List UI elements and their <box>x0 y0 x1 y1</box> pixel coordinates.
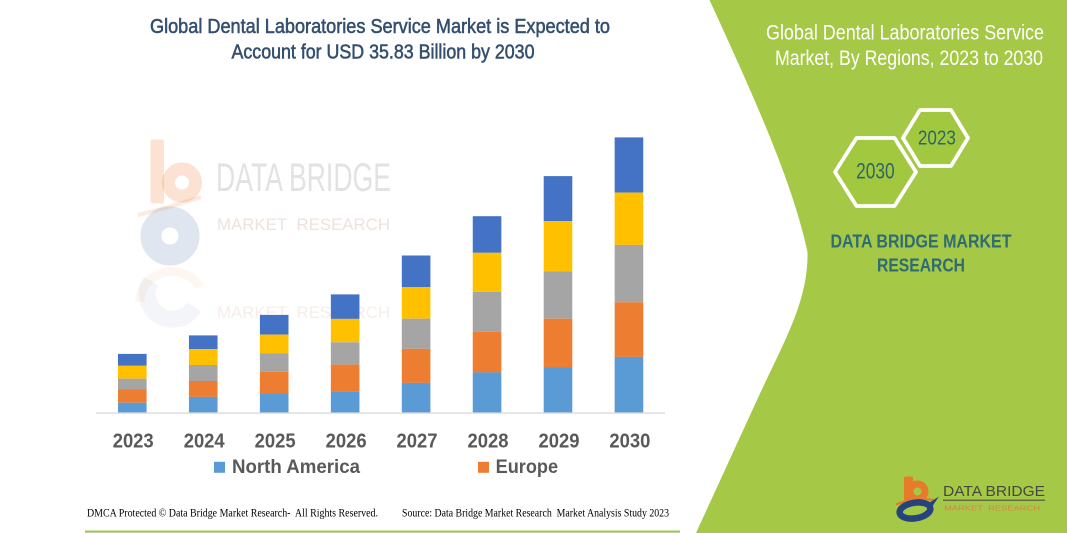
svg-text:2030: 2030 <box>609 430 650 453</box>
svg-text:DATA BRIDGE: DATA BRIDGE <box>216 156 391 200</box>
svg-text:MARKET RESEARCH: MARKET RESEARCH <box>217 215 390 234</box>
svg-text:Account for USD 35.83 Billion: Account for USD 35.83 Billion by 2030 <box>232 41 535 64</box>
svg-text:North America: North America <box>232 456 360 478</box>
svg-text:MARKET RESEARCH: MARKET RESEARCH <box>217 303 390 322</box>
svg-text:Market, By Regions, 2023 to 20: Market, By Regions, 2023 to 2030 <box>775 47 1043 70</box>
svg-text:Global Dental Laboratories Ser: Global Dental Laboratories Service <box>766 22 1044 45</box>
svg-text:2027: 2027 <box>397 430 438 453</box>
svg-text:Global Dental Laboratories Ser: Global Dental Laboratories Service Marke… <box>150 15 610 38</box>
svg-text:Europe: Europe <box>496 456 559 478</box>
svg-text:2023: 2023 <box>113 430 154 453</box>
svg-text:Source: Data Bridge Market Res: Source: Data Bridge Market Research Mark… <box>402 506 669 520</box>
svg-text:DATA BRIDGE MARKET: DATA BRIDGE MARKET <box>831 232 1012 252</box>
svg-text:RESEARCH: RESEARCH <box>877 256 965 276</box>
svg-text:2029: 2029 <box>539 430 580 453</box>
svg-text:2025: 2025 <box>255 430 296 453</box>
svg-text:DMCA Protected © Data Bridge M: DMCA Protected © Data Bridge Market Rese… <box>87 506 378 520</box>
svg-text:2028: 2028 <box>468 430 509 453</box>
svg-text:2024: 2024 <box>184 430 226 453</box>
svg-text:DATA BRIDGE: DATA BRIDGE <box>943 483 1045 500</box>
svg-text:2026: 2026 <box>326 430 367 453</box>
svg-text:2030: 2030 <box>856 158 895 183</box>
svg-text:2023: 2023 <box>918 127 956 149</box>
svg-text:MARKET RESEARCH: MARKET RESEARCH <box>944 505 1040 512</box>
